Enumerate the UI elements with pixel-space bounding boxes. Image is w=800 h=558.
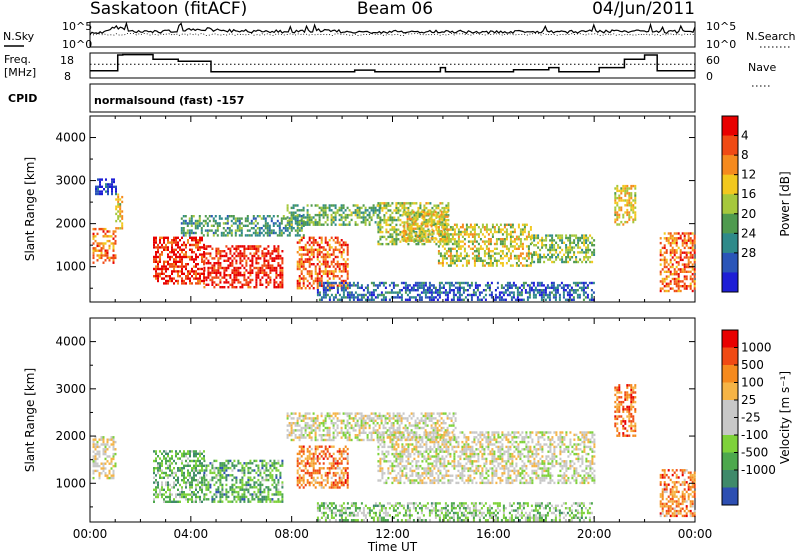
xaxis-title: Time UT	[367, 540, 418, 554]
power-colorbar-segment	[722, 253, 738, 273]
power-ylabel: Slant Range [km]	[23, 157, 37, 261]
power-ytick-label: 1000	[55, 260, 86, 274]
velocity-colorbar-segment	[722, 488, 738, 506]
velocity-colorbar-tick-label: -25	[741, 411, 761, 425]
xtick-label: 04:00	[174, 527, 209, 541]
velocity-colorbar-segment	[722, 330, 738, 348]
power-colorbar-segment	[722, 116, 738, 136]
power-colorbar-segment	[722, 136, 738, 156]
velocity-colorbar-segment	[722, 470, 738, 488]
freq-label-line2: [MHz]	[4, 66, 36, 79]
power-colorbar-segment	[722, 272, 738, 292]
velocity-colorbar-tick-label: 25	[741, 393, 756, 407]
xtick-label: 00:00	[73, 527, 108, 541]
velocity-ylabel: Slant Range [km]	[23, 368, 37, 472]
velocity-colorbar-tick-label: 500	[741, 358, 764, 372]
nsearch-series-line	[90, 34, 695, 36]
nave-tick-high: 60	[706, 54, 720, 67]
velocity-colorbar-tick-label: 1000	[741, 341, 772, 355]
nsky-label: N.Sky	[3, 30, 35, 43]
power-colorbar-tick-label: 24	[741, 226, 756, 240]
velocity-ytick-label: 4000	[55, 335, 86, 349]
power-colorbar-segment	[722, 214, 738, 234]
power-colorbar-tick-label: 28	[741, 246, 756, 260]
power-colorbar-tick-label: 20	[741, 207, 756, 221]
power-colorbar-segment	[722, 175, 738, 195]
xtick-label: 20:00	[577, 527, 612, 541]
nsky-tick-low: 10^0	[62, 38, 92, 51]
power-ytick-label: 2000	[55, 217, 86, 231]
cpid-label: CPID	[8, 92, 37, 105]
velocity-colorbar-segment	[722, 418, 738, 436]
velocity-colorbar-segment	[722, 348, 738, 366]
freq-tick-high: 18	[60, 54, 74, 67]
velocity-colorbar-tick-label: -500	[741, 446, 768, 460]
nsky-series-line	[90, 23, 695, 34]
power-colorbar-tick-label: 4	[741, 129, 749, 143]
power-colorbar-tick-label: 8	[741, 148, 749, 162]
xtick-label: 12:00	[375, 527, 410, 541]
power-colorbar-label: Power [dB]	[778, 171, 792, 236]
velocity-colorbar-segment	[722, 365, 738, 383]
date-title: 04/Jun/2011	[592, 0, 695, 19]
velocity-colorbar-label: Velocity [m s⁻¹]	[778, 371, 792, 464]
xtick-label: 00:00	[678, 527, 713, 541]
power-colorbar-tick-label: 16	[741, 187, 756, 201]
power-ytick-label: 3000	[55, 174, 86, 188]
power-colorbar-segment	[722, 194, 738, 214]
power-colorbar-tick-label: 12	[741, 168, 756, 182]
freq-strip-frame	[90, 53, 695, 78]
velocity-ytick-label: 2000	[55, 429, 86, 443]
velocity-colorbar-tick-label: 100	[741, 376, 764, 390]
noise-strip-frame	[90, 22, 695, 47]
velocity-colorbar-segment	[722, 383, 738, 401]
power-ytick-label: 4000	[55, 131, 86, 145]
cpid-value: normalsound (fast) -157	[94, 94, 244, 107]
velocity-ytick-label: 3000	[55, 382, 86, 396]
velocity-colorbar-segment	[722, 435, 738, 453]
velocity-ytick-label: 1000	[55, 476, 86, 490]
nave-label: Nave	[748, 61, 776, 74]
power-colorbar-segment	[722, 155, 738, 175]
nsearch-label: N.Search	[746, 30, 796, 43]
power-colorbar-segment	[722, 233, 738, 253]
velocity-colorbar-segment	[722, 400, 738, 418]
xtick-label: 16:00	[476, 527, 511, 541]
nsearch-tick-high: 10^5	[706, 20, 736, 33]
nsky-tick-high: 10^5	[62, 20, 92, 33]
nave-tick-low: 0	[706, 70, 713, 83]
freq-tick-low: 8	[64, 70, 71, 83]
velocity-colorbar-tick-label: -1000	[741, 463, 776, 477]
beam-title: Beam 06	[357, 0, 433, 19]
power-frame	[90, 116, 695, 302]
velocity-colorbar-tick-label: -100	[741, 428, 768, 442]
xtick-label: 08:00	[274, 527, 309, 541]
station-title: Saskatoon (fitACF)	[90, 0, 247, 19]
freq-label-line1: Freq.	[4, 53, 31, 66]
nsearch-tick-low: 10^0	[706, 38, 736, 51]
frequency-series-line	[90, 55, 695, 72]
velocity-colorbar-segment	[722, 453, 738, 471]
